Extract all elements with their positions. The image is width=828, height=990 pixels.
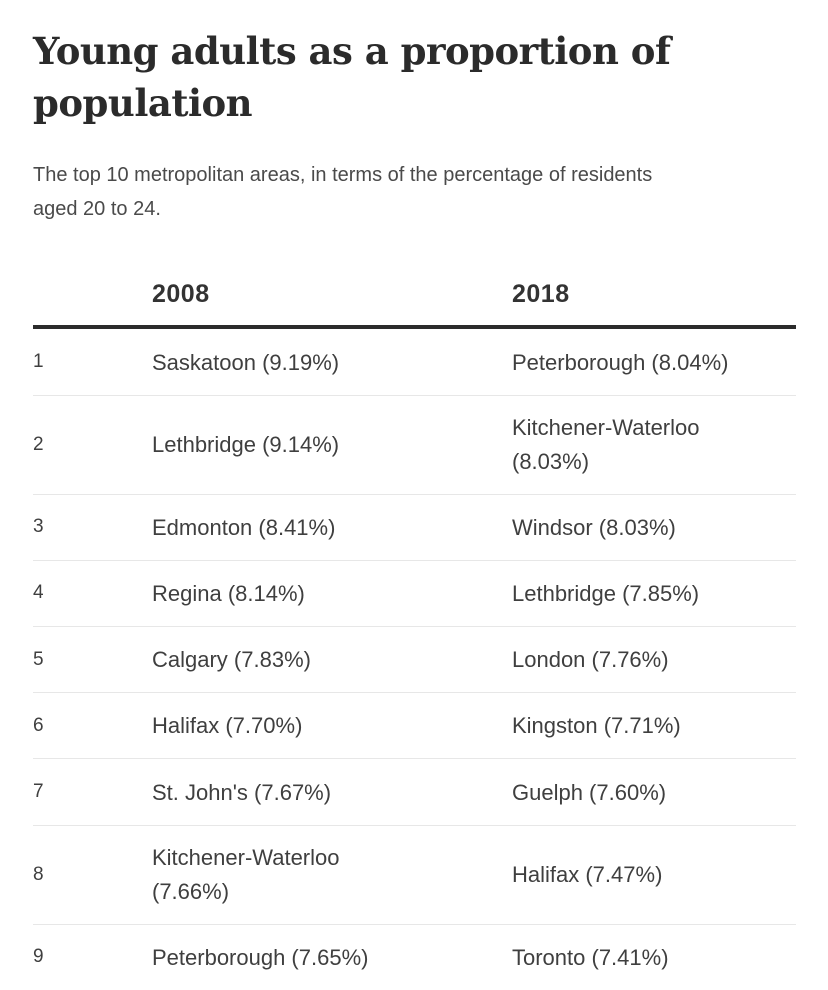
city-cell-2008: Calgary (7.83%): [152, 626, 512, 694]
city-value-2018: Windsor (8.03%): [512, 514, 676, 540]
table-header: 2008 2018: [33, 280, 796, 330]
table-row: 1 Saskatoon (9.19%) Peterborough (8.04%): [33, 327, 796, 396]
city-cell-2018: Peterborough (8.04%): [512, 327, 796, 396]
city-cell-2018: Kingston (7.71%): [512, 692, 796, 760]
city-cell-2018: Lethbridge (7.85%): [512, 560, 796, 627]
table-row: 5 Calgary (7.83%) London (7.76%): [33, 626, 796, 694]
city-cell-2008: Lethbridge (9.14%): [152, 395, 512, 495]
city-value-2008: Lethbridge (9.14%): [152, 432, 340, 458]
table-row: 3 Edmonton (8.41%) Windsor (8.03%): [33, 494, 796, 561]
city-cell-2008: Saskatoon (9.19%): [152, 327, 512, 396]
table-row: 8 Kitchener-Waterloo (7.66%) Halifax (7.…: [33, 825, 796, 925]
rank-cell: 4: [33, 560, 152, 627]
city-value-2018: Kitchener-Waterloo (8.03%): [512, 414, 700, 474]
table-row: 6 Halifax (7.70%) Kingston (7.71%): [33, 692, 796, 760]
table-body: 1 Saskatoon (9.19%) Peterborough (8.04%)…: [33, 327, 796, 989]
rank-cell: 5: [33, 626, 152, 694]
city-value-2008: Calgary (7.83%): [152, 647, 311, 673]
city-cell-2018: Guelph (7.60%): [512, 758, 796, 826]
city-value-2008: St. John's (7.67%): [152, 779, 332, 805]
city-value-2018: Guelph (7.60%): [512, 779, 667, 805]
table-row: 4 Regina (8.14%) Lethbridge (7.85%): [33, 560, 796, 627]
table-row: 9 Peterborough (7.65%) Toronto (7.41%): [33, 924, 796, 990]
column-header-2018: 2018: [512, 280, 796, 330]
rank-cell: 1: [33, 327, 152, 396]
city-cell-2008: St. John's (7.67%): [152, 758, 512, 826]
rank-cell: 3: [33, 494, 152, 561]
rank-cell: 8: [33, 825, 152, 925]
city-value-2008: Regina (8.14%): [152, 580, 305, 606]
city-value-2008: Kitchener-Waterloo (7.66%): [152, 844, 340, 904]
page-subtitle: The top 10 metropolitan areas, in terms …: [33, 163, 653, 220]
table-row: 2 Lethbridge (9.14%) Kitchener-Waterloo …: [33, 395, 796, 495]
column-header-2008: 2008: [152, 280, 512, 330]
rank-cell: 9: [33, 946, 44, 968]
city-cell-2008: Halifax (7.70%): [152, 692, 512, 760]
city-value-2018: Lethbridge (7.85%): [512, 580, 700, 606]
city-value-2008: Saskatoon (9.19%): [152, 349, 340, 375]
city-value-2008: Peterborough (7.65%): [152, 944, 369, 970]
city-value-2018: Kingston (7.71%): [512, 713, 681, 739]
city-value-2008: Edmonton (8.41%): [152, 514, 336, 540]
city-cell-2008: Peterborough (7.65%): [152, 924, 512, 990]
city-value-2018: Toronto (7.41%): [512, 944, 669, 970]
city-cell-2008: Edmonton (8.41%): [152, 494, 512, 561]
city-value-2018: London (7.76%): [512, 647, 669, 673]
city-cell-2018: Toronto (7.41%): [512, 924, 796, 990]
column-header-rank: [33, 280, 152, 330]
rank-cell: 7: [33, 758, 152, 826]
city-cell-2008: Kitchener-Waterloo (7.66%): [152, 825, 512, 925]
city-cell-2018: London (7.76%): [512, 626, 796, 694]
city-cell-2008: Regina (8.14%): [152, 560, 512, 627]
rank-cell: 6: [33, 692, 152, 760]
ranking-table: 2008 2018 1 Saskatoon (9.19%) Peterborou…: [33, 280, 796, 989]
city-cell-2018: Halifax (7.47%): [512, 825, 796, 925]
page-title: Young adults as a proportion of populati…: [33, 29, 671, 125]
city-cell-2018: Windsor (8.03%): [512, 494, 796, 561]
city-value-2008: Halifax (7.70%): [152, 713, 303, 739]
city-value-2018: Peterborough (8.04%): [512, 349, 729, 375]
city-cell-2018: Kitchener-Waterloo (8.03%): [512, 395, 796, 495]
city-value-2018: Halifax (7.47%): [512, 862, 663, 888]
table-row: 7 St. John's (7.67%) Guelph (7.60%): [33, 758, 796, 826]
rank-cell: 2: [33, 395, 152, 495]
